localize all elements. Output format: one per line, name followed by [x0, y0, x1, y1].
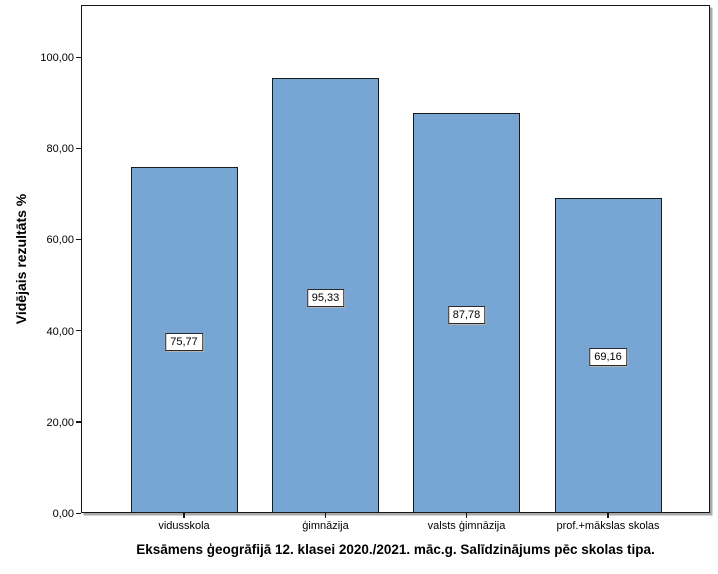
y-tick-mark — [76, 56, 81, 58]
x-category-label: valsts ģimnāzija — [427, 520, 506, 532]
y-tick-mark — [76, 512, 81, 514]
bar-value-label: 75,77 — [165, 333, 203, 352]
x-tick-mark — [324, 513, 327, 518]
x-tick-mark — [183, 513, 185, 518]
y-axis-title: Vidējais rezultāts % — [13, 193, 29, 325]
chart-title: Eksāmens ģeogrāfijā 12. klasei 2020./202… — [136, 542, 655, 557]
bar-value-label: 95,33 — [306, 288, 345, 307]
x-category-label: prof.+mākslas skolas — [556, 520, 660, 532]
y-tick-mark — [76, 147, 81, 150]
y-tick-mark — [76, 421, 81, 423]
x-category-label: ģimnāzija — [302, 520, 349, 532]
y-tick-mark — [76, 330, 81, 332]
x-tick-mark — [607, 513, 609, 518]
y-tick-label: 80,00 — [46, 143, 74, 156]
y-tick-mark — [76, 238, 81, 241]
y-tick-label: 20,00 — [46, 416, 74, 429]
y-tick-label: 40,00 — [46, 325, 74, 338]
y-tick-label: 100,00 — [40, 52, 74, 64]
x-tick-mark — [465, 513, 468, 518]
y-tick-label: 0,00 — [52, 508, 74, 520]
bar-value-label: 87,78 — [447, 305, 486, 324]
x-category-label: vidusskola — [158, 520, 210, 532]
y-tick-label: 60,00 — [46, 234, 74, 247]
bar-value-label: 69,16 — [589, 348, 627, 367]
